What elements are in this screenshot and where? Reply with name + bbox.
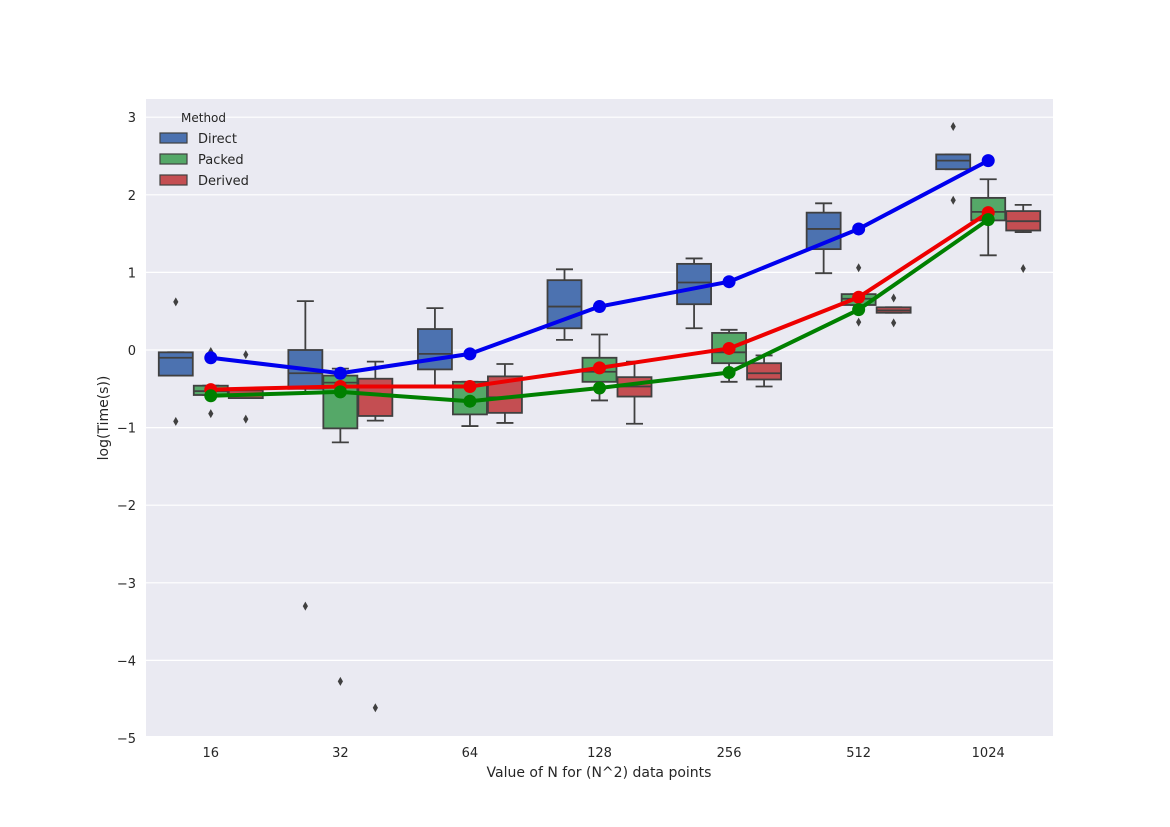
outlier-point: [337, 676, 343, 686]
y-axis-ticks: 3 2 1 0 −1 −2 −3 −4 −5: [117, 111, 136, 747]
y-tick-label: 0: [128, 344, 136, 359]
legend-label-packed: Packed: [198, 153, 244, 168]
x-axis-ticks: 16 32 64 128 256 512 1024: [203, 746, 1005, 761]
legend-label-direct: Direct: [198, 132, 237, 147]
box-derived: [746, 354, 782, 388]
outlier-point: [856, 263, 862, 273]
trend-point-derived: [852, 290, 866, 304]
x-tick-label: 1024: [972, 746, 1005, 761]
legend-swatch-packed: [159, 153, 188, 165]
box-derived: [875, 293, 912, 328]
legend: Method Direct Packed Derived: [159, 111, 249, 189]
outlier-point: [1020, 264, 1026, 274]
trend-point-packed: [852, 303, 866, 317]
box-direct: [157, 297, 194, 426]
trend-point-direct: [463, 347, 477, 361]
trend-point-direct: [722, 275, 736, 289]
box-body: [676, 262, 712, 306]
x-tick-label: 128: [587, 746, 612, 761]
y-tick-label: 1: [128, 266, 136, 281]
outlier-point: [950, 122, 956, 132]
trend-point-derived: [463, 379, 477, 393]
x-tick-label: 256: [717, 746, 742, 761]
legend-swatch-derived: [159, 174, 188, 186]
legend-swatch-direct: [159, 132, 188, 144]
outlier-point: [302, 601, 308, 611]
trend-lines: [204, 154, 995, 408]
box-body: [417, 328, 453, 371]
trend-point-direct: [204, 351, 218, 365]
trend-point-derived: [722, 341, 736, 355]
trend-point-packed: [981, 213, 995, 227]
outlier-point: [950, 195, 956, 205]
y-tick-label: −1: [117, 422, 136, 437]
x-tick-label: 64: [462, 746, 479, 761]
trend-point-direct: [981, 154, 995, 168]
trend-point-direct: [333, 366, 347, 380]
x-tick-label: 16: [203, 746, 220, 761]
outlier-point: [891, 318, 897, 328]
trend-point-packed: [463, 394, 477, 408]
y-tick-label: −2: [117, 499, 136, 514]
box-body: [322, 374, 359, 430]
outlier-point: [173, 416, 179, 426]
box-body: [157, 351, 194, 377]
outlier-point: [243, 350, 249, 360]
trend-point-derived: [593, 361, 606, 375]
y-axis-label: log(Time(s)): [96, 376, 112, 461]
outlier-point: [173, 297, 179, 307]
trend-point-packed: [204, 389, 218, 403]
legend-label-derived: Derived: [198, 174, 249, 189]
y-tick-label: −5: [117, 732, 136, 747]
y-tick-label: 2: [128, 189, 136, 204]
trend-point-packed: [333, 385, 347, 399]
box-body: [746, 362, 782, 381]
legend-title: Method: [181, 111, 226, 125]
y-tick-label: −4: [117, 654, 136, 669]
outlier-point: [208, 409, 214, 419]
y-tick-label: 3: [128, 111, 136, 126]
x-axis-label: Value of N for (N^2) data points: [487, 765, 712, 781]
outlier-point: [372, 703, 378, 713]
outlier-point: [891, 293, 897, 303]
box-body: [357, 377, 394, 417]
trend-point-direct: [852, 222, 866, 236]
trend-point-packed: [722, 366, 736, 380]
x-tick-label: 32: [332, 746, 349, 761]
box-derived: [1005, 203, 1042, 274]
box-direct: [935, 122, 972, 205]
box-body: [935, 153, 972, 171]
y-tick-label: −3: [117, 577, 136, 592]
outlier-point: [856, 317, 862, 327]
trend-point-packed: [593, 381, 606, 395]
trend-point-direct: [593, 300, 606, 314]
outlier-point: [243, 414, 249, 424]
x-tick-label: 512: [846, 746, 871, 761]
